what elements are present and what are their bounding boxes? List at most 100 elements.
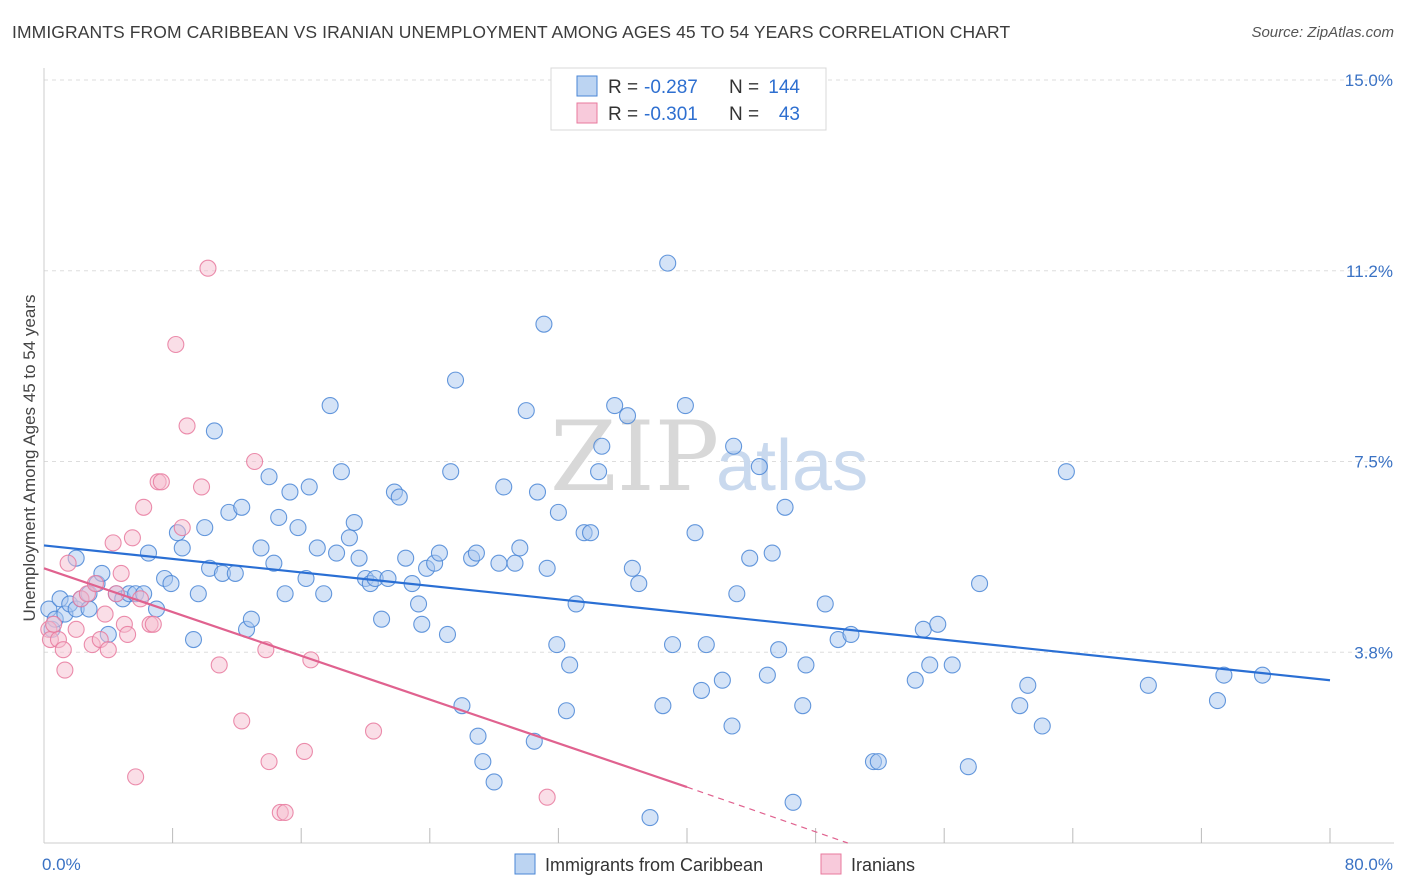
point-caribbean — [561, 656, 579, 674]
bottom-legend-label-iranians: Iranians — [851, 855, 915, 875]
point-caribbean — [549, 503, 567, 521]
y-axis-title: Unemployment Among Ages 45 to 54 years — [20, 295, 39, 622]
point-caribbean — [474, 753, 492, 771]
legend-n-label-1: N = — [729, 77, 759, 98]
y-tick-label: 7.5% — [1354, 453, 1393, 472]
point-caribbean — [379, 569, 397, 588]
point-caribbean — [659, 254, 677, 272]
point-caribbean — [345, 513, 363, 532]
point-caribbean — [630, 575, 648, 593]
point-caribbean — [921, 656, 939, 674]
point-caribbean — [413, 615, 431, 633]
point-caribbean — [618, 407, 637, 425]
point-caribbean — [409, 595, 428, 613]
point-iranians — [276, 803, 294, 822]
legend-swatch-iranians — [576, 102, 598, 124]
point-caribbean — [300, 478, 318, 496]
legend-n-value-2: 43 — [779, 104, 800, 125]
point-caribbean — [517, 402, 535, 420]
point-caribbean — [606, 396, 624, 415]
point-iranians — [210, 656, 228, 674]
point-caribbean — [535, 315, 553, 333]
watermark-atlas: atlas — [716, 426, 868, 506]
point-caribbean — [590, 463, 608, 481]
point-iranians — [233, 712, 251, 730]
legend-r-label-2: R = — [608, 104, 638, 125]
point-caribbean — [959, 758, 977, 776]
point-iranians — [364, 722, 383, 740]
point-caribbean — [511, 539, 529, 557]
point-caribbean — [321, 396, 339, 415]
point-caribbean — [162, 575, 180, 593]
legend-r-value-1: -0.287 — [644, 77, 698, 98]
point-caribbean — [281, 483, 299, 501]
legend-r-value-2: -0.301 — [644, 104, 698, 125]
chart-title: IMMIGRANTS FROM CARIBBEAN VS IRANIAN UNE… — [12, 22, 1011, 42]
point-iranians — [127, 768, 145, 786]
point-caribbean — [914, 620, 932, 638]
point-caribbean — [308, 539, 326, 557]
y-tick-label: 15.0% — [1345, 71, 1393, 90]
point-caribbean — [297, 569, 315, 588]
point-caribbean — [226, 564, 244, 582]
point-iranians — [96, 605, 114, 623]
point-iranians — [246, 452, 264, 471]
point-caribbean — [139, 544, 158, 562]
point-iranians — [123, 529, 141, 547]
point-caribbean — [397, 549, 415, 567]
point-iranians — [54, 641, 72, 659]
point-caribbean — [173, 539, 191, 557]
point-caribbean — [725, 437, 743, 455]
point-caribbean — [315, 585, 333, 603]
point-caribbean — [794, 697, 812, 715]
trend-line-caribbean — [43, 544, 1331, 682]
y-tick-labels: 3.8% 7.5% 11.2% 15.0% — [1345, 71, 1393, 662]
point-caribbean — [697, 636, 715, 654]
point-caribbean — [442, 463, 460, 481]
point-caribbean — [495, 478, 513, 496]
legend-n-value-1: 144 — [768, 77, 800, 98]
point-iranians — [45, 615, 63, 633]
point-caribbean — [1057, 463, 1075, 481]
x-tick-label-max: 80.0% — [1345, 855, 1393, 874]
point-caribbean — [676, 396, 694, 415]
point-caribbean — [538, 559, 556, 577]
point-caribbean — [929, 615, 947, 633]
point-caribbean — [723, 717, 741, 735]
point-caribbean — [1253, 666, 1272, 684]
point-caribbean — [797, 656, 815, 674]
series-caribbean — [40, 254, 1272, 827]
bottom-legend-label-caribbean: Immigrants from Caribbean — [545, 855, 763, 875]
point-caribbean — [265, 554, 283, 572]
point-caribbean — [469, 727, 487, 745]
point-caribbean — [490, 554, 508, 572]
series-iranians — [40, 259, 556, 822]
point-caribbean — [528, 483, 547, 501]
point-caribbean — [906, 671, 924, 689]
point-iranians — [104, 534, 122, 552]
point-caribbean — [692, 681, 711, 699]
point-caribbean — [1019, 676, 1037, 694]
point-caribbean — [750, 458, 768, 476]
bottom-legend-swatch-iranians — [820, 853, 842, 875]
point-caribbean — [506, 554, 524, 572]
point-caribbean — [184, 630, 203, 649]
point-caribbean — [1033, 717, 1051, 735]
point-caribbean — [390, 488, 408, 506]
point-caribbean — [1011, 697, 1029, 715]
point-caribbean — [641, 809, 659, 827]
point-iranians — [56, 661, 74, 679]
point-iranians — [173, 519, 191, 537]
point-caribbean — [663, 636, 682, 654]
point-iranians — [295, 742, 313, 760]
point-caribbean — [728, 585, 746, 603]
point-iranians — [260, 753, 278, 771]
point-caribbean — [438, 625, 457, 643]
point-caribbean — [446, 371, 465, 389]
point-caribbean — [741, 549, 759, 567]
point-caribbean — [1215, 666, 1233, 684]
point-iranians — [119, 625, 137, 643]
point-caribbean — [686, 524, 704, 542]
point-caribbean — [1139, 676, 1157, 694]
